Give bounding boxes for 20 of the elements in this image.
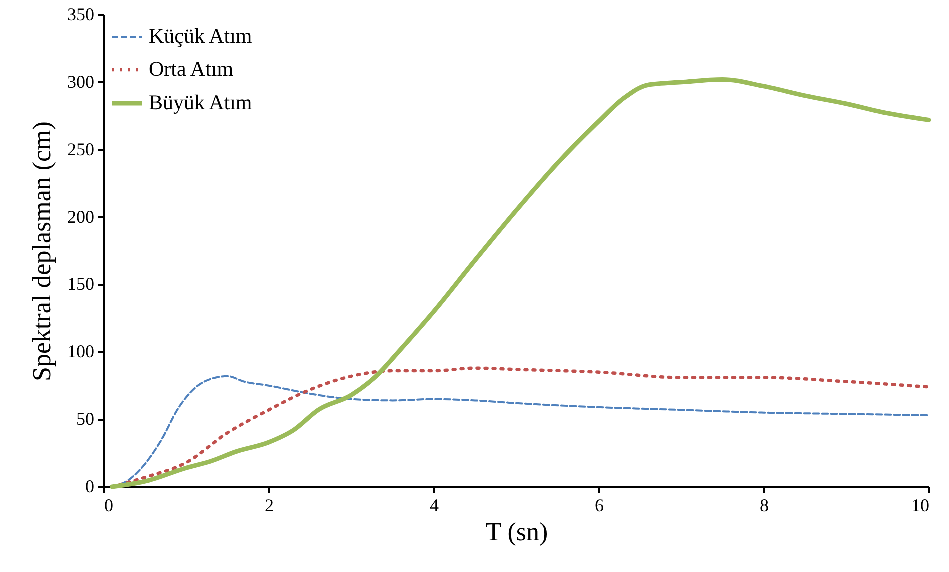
- y-tick-label: 350: [68, 4, 94, 24]
- y-tick-label: 50: [76, 409, 94, 430]
- x-tick-label: 0: [104, 496, 114, 516]
- legend-label: Küçük Atım: [149, 24, 252, 48]
- x-axis-title: T (sn): [486, 518, 548, 546]
- line-series: [110, 77, 932, 490]
- y-axis-title: Spektral deplasman (cm): [28, 122, 56, 382]
- x-tick-label: 6: [595, 496, 604, 516]
- y-tick-label: 300: [68, 72, 94, 92]
- x-tick-label: 10: [912, 496, 930, 516]
- y-tick-label: 250: [68, 139, 94, 160]
- legend-label: Orta Atım: [149, 57, 234, 81]
- x-tick-label: 8: [760, 496, 769, 516]
- y-tick-label: 100: [68, 342, 94, 362]
- x-tick-label: 4: [430, 496, 439, 516]
- y-tick-label: 0: [86, 476, 94, 496]
- legend-label: Büyük Atım: [149, 90, 252, 114]
- y-tick-label: 150: [68, 274, 94, 294]
- x-tick-label: 2: [265, 496, 274, 516]
- y-tick-label: 200: [68, 206, 94, 227]
